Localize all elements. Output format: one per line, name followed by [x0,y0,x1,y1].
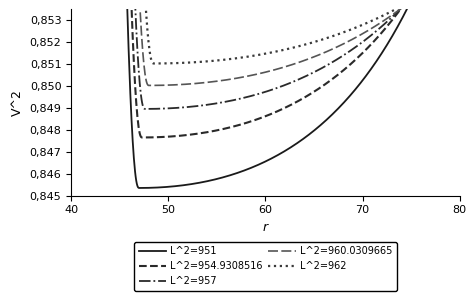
L^2=960.0309665 [313,54,319,58]
L^2=960.0309665 [371,26,376,29]
L^2=954.9308516 [313,89,319,92]
L^2=962 [168,61,173,65]
L^2=951 [313,127,319,131]
Line: L^2=960.0309665: L^2=960.0309665 [108,0,460,85]
L^2=957 [196,104,202,108]
L^2=951 [265,159,271,162]
L^2=962 [371,18,376,22]
L^2=954.9308516 [168,135,173,138]
L^2=960.0309665 [168,83,173,87]
L^2=957 [313,70,319,73]
L^2=957 [341,54,346,57]
L^2=951 [168,185,173,188]
L^2=954.9308516 [341,68,346,72]
X-axis label: r: r [263,221,268,234]
L^2=951 [137,186,142,190]
L^2=960.0309665 [341,42,346,46]
L^2=962 [341,30,346,34]
L^2=951 [371,64,376,67]
L^2=954.9308516 [196,132,202,135]
L^2=954.9308516 [139,136,145,139]
L^2=951 [341,101,346,105]
L^2=957 [168,107,173,110]
Line: L^2=951: L^2=951 [108,0,460,188]
L^2=962 [196,60,202,64]
L^2=957 [265,89,271,93]
L^2=957 [371,32,376,35]
Y-axis label: V^2: V^2 [11,89,24,116]
L^2=960.0309665 [196,81,202,85]
L^2=951 [196,181,202,185]
L^2=954.9308516 [265,113,271,117]
Line: L^2=954.9308516: L^2=954.9308516 [108,0,460,138]
L^2=962 [151,62,157,65]
L^2=957 [142,107,148,111]
Legend: L^2=951, L^2=954.9308516, L^2=957, L^2=960.0309665, L^2=962: L^2=951, L^2=954.9308516, L^2=957, L^2=9… [134,242,397,291]
L^2=962 [265,51,271,55]
Line: L^2=962: L^2=962 [108,0,460,64]
L^2=962 [313,40,319,43]
L^2=954.9308516 [371,40,376,44]
L^2=960.0309665 [146,84,152,87]
Line: L^2=957: L^2=957 [108,0,460,109]
L^2=960.0309665 [265,70,271,73]
